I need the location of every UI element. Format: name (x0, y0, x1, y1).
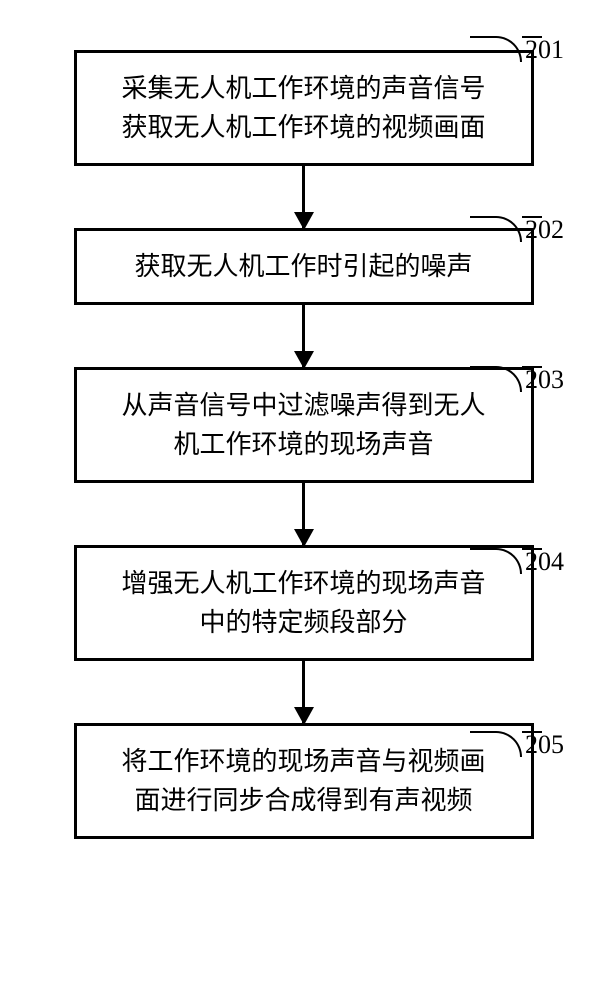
node-text: 增强无人机工作环境的现场声音 (101, 564, 507, 603)
flowchart-node-203: 从声音信号中过滤噪声得到无人 机工作环境的现场声音 (74, 367, 534, 483)
node-label-205: 205 (525, 730, 564, 760)
node-text: 获取无人机工作时引起的噪声 (101, 247, 507, 286)
flowchart-arrow (302, 166, 305, 228)
flowchart-node-201: 采集无人机工作环境的声音信号 获取无人机工作环境的视频画面 (74, 50, 534, 166)
node-label-201: 201 (525, 35, 564, 65)
node-label-202: 202 (525, 215, 564, 245)
node-label-203: 203 (525, 365, 564, 395)
label-connector-line (522, 731, 542, 733)
node-text: 获取无人机工作环境的视频画面 (101, 108, 507, 147)
flowchart-node-205: 将工作环境的现场声音与视频画 面进行同步合成得到有声视频 (74, 723, 534, 839)
node-text: 中的特定频段部分 (101, 603, 507, 642)
label-connector-line (522, 36, 542, 38)
node-text: 从声音信号中过滤噪声得到无人 (101, 386, 507, 425)
flowchart-node-204: 增强无人机工作环境的现场声音 中的特定频段部分 (74, 545, 534, 661)
node-label-204: 204 (525, 547, 564, 577)
flowchart-container: 采集无人机工作环境的声音信号 获取无人机工作环境的视频画面 获取无人机工作时引起… (0, 0, 607, 839)
node-text: 机工作环境的现场声音 (101, 425, 507, 464)
flowchart-arrow (302, 483, 305, 545)
node-text: 将工作环境的现场声音与视频画 (101, 742, 507, 781)
flowchart-arrow (302, 661, 305, 723)
node-text: 采集无人机工作环境的声音信号 (101, 69, 507, 108)
label-connector-line (522, 216, 542, 218)
flowchart-node-202: 获取无人机工作时引起的噪声 (74, 228, 534, 305)
node-text: 面进行同步合成得到有声视频 (101, 781, 507, 820)
label-connector-line (522, 366, 542, 368)
label-connector-line (522, 548, 542, 550)
flowchart-arrow (302, 305, 305, 367)
